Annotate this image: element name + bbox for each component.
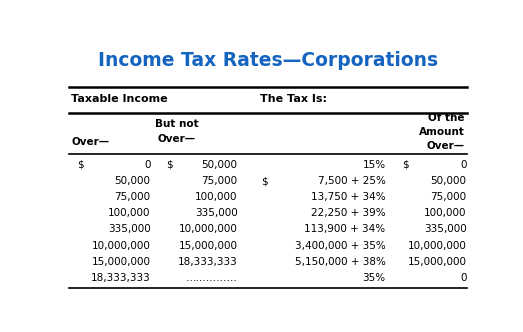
- Text: 113,900 + 34%: 113,900 + 34%: [304, 224, 385, 234]
- Text: 75,000: 75,000: [430, 192, 467, 202]
- Text: Income Tax Rates—Corporations: Income Tax Rates—Corporations: [98, 51, 438, 70]
- Text: Of the: Of the: [428, 113, 464, 123]
- Text: 335,000: 335,000: [195, 208, 237, 218]
- Text: Over—: Over—: [427, 141, 464, 151]
- Text: 5,150,000 + 38%: 5,150,000 + 38%: [294, 257, 385, 267]
- Text: 0: 0: [460, 160, 467, 170]
- Text: The Tax Is:: The Tax Is:: [260, 94, 327, 104]
- Text: $: $: [261, 176, 268, 186]
- Text: 335,000: 335,000: [108, 224, 151, 234]
- Text: Amount: Amount: [419, 127, 464, 137]
- Text: $: $: [166, 160, 173, 170]
- Text: But not: But not: [155, 119, 199, 129]
- Text: $: $: [402, 160, 408, 170]
- Text: 35%: 35%: [362, 273, 385, 283]
- Text: 15,000,000: 15,000,000: [407, 257, 467, 267]
- Text: 50,000: 50,000: [430, 176, 467, 186]
- Text: 50,000: 50,000: [115, 176, 151, 186]
- Text: 18,333,333: 18,333,333: [178, 257, 237, 267]
- Text: 7,500 + 25%: 7,500 + 25%: [317, 176, 385, 186]
- Text: Over—: Over—: [72, 137, 109, 147]
- Text: 15,000,000: 15,000,000: [179, 240, 237, 251]
- Text: 10,000,000: 10,000,000: [408, 240, 467, 251]
- Text: 100,000: 100,000: [195, 192, 237, 202]
- Text: 15%: 15%: [362, 160, 385, 170]
- Text: 0: 0: [460, 273, 467, 283]
- Text: ……………: ……………: [186, 273, 237, 283]
- Text: 50,000: 50,000: [202, 160, 237, 170]
- Text: 18,333,333: 18,333,333: [91, 273, 151, 283]
- Text: Taxable Income: Taxable Income: [72, 94, 168, 104]
- Text: 13,750 + 34%: 13,750 + 34%: [311, 192, 385, 202]
- Text: 10,000,000: 10,000,000: [92, 240, 151, 251]
- Text: $: $: [77, 160, 84, 170]
- Text: 15,000,000: 15,000,000: [92, 257, 151, 267]
- Text: 22,250 + 39%: 22,250 + 39%: [311, 208, 385, 218]
- Text: 100,000: 100,000: [424, 208, 467, 218]
- Text: 75,000: 75,000: [115, 192, 151, 202]
- Text: 3,400,000 + 35%: 3,400,000 + 35%: [295, 240, 385, 251]
- Text: 75,000: 75,000: [201, 176, 237, 186]
- Text: 0: 0: [144, 160, 151, 170]
- Text: Over—: Over—: [158, 134, 196, 144]
- Text: 10,000,000: 10,000,000: [179, 224, 237, 234]
- Text: 100,000: 100,000: [108, 208, 151, 218]
- Text: 335,000: 335,000: [424, 224, 467, 234]
